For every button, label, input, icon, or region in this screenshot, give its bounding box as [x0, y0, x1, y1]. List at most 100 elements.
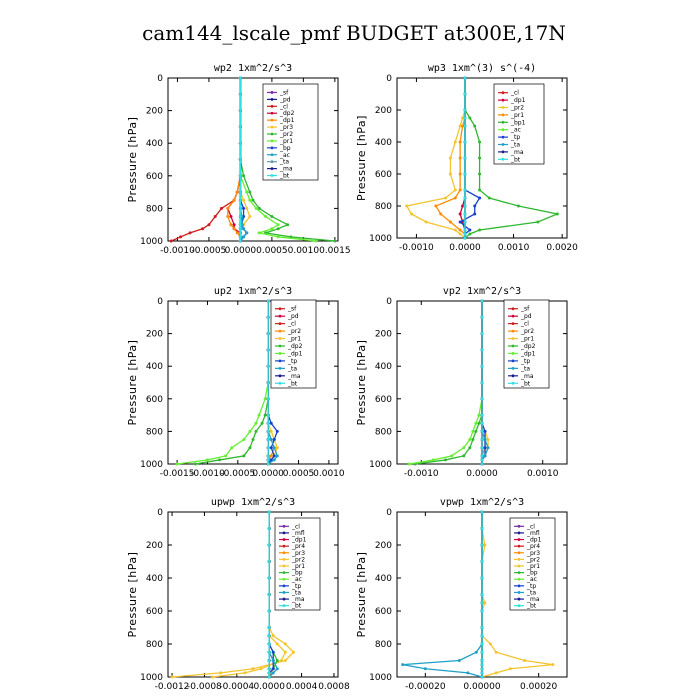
legend-marker: [278, 352, 282, 355]
panel-title: up2 1xm^2/s^3: [214, 286, 292, 297]
data-point: [410, 212, 414, 216]
y-tick-label: 200: [375, 106, 392, 116]
data-point: [266, 348, 270, 352]
legend-marker: [517, 531, 521, 535]
data-point: [333, 239, 337, 243]
data-point: [251, 198, 255, 202]
data-point: [444, 458, 448, 462]
legend-entry: _pr2: [279, 131, 293, 138]
data-point: [480, 601, 484, 605]
series-bt: [480, 510, 484, 679]
x-tick-label: 0.0010: [527, 469, 559, 479]
legend-entry: _ta: [291, 589, 301, 596]
data-point: [275, 454, 279, 458]
data-point: [238, 231, 242, 235]
legend-marker: [511, 322, 515, 326]
series-pr2: [405, 76, 467, 240]
legend-entry: _bp: [279, 145, 291, 152]
data-point: [271, 650, 275, 654]
y-tick-label: 1000: [369, 673, 392, 683]
legend-marker: [270, 139, 274, 143]
data-point: [480, 364, 484, 368]
y-tick-label: 400: [375, 362, 392, 372]
legend-entry: _dp1: [510, 97, 526, 104]
data-point: [480, 462, 484, 466]
legend-entry: _bt: [526, 603, 537, 610]
y-axis-label: Pressure [hPa]: [126, 340, 139, 426]
legend-entry: _pr3: [291, 550, 305, 557]
legend-box: [270, 299, 317, 389]
data-point: [263, 413, 267, 417]
legend-entry: _bp: [291, 570, 303, 577]
legend-entry: _ma: [287, 373, 301, 380]
data-point: [245, 231, 249, 235]
legend-entry: _cl: [526, 523, 535, 530]
y-axis-label: Pressure [hPa]: [126, 552, 139, 638]
legend-marker: [282, 571, 286, 575]
legend-marker: [270, 91, 274, 94]
legend-marker: [278, 366, 282, 370]
data-point: [463, 140, 467, 144]
series-bt: [480, 299, 484, 466]
y-tick-label: 1000: [369, 460, 392, 470]
data-point: [555, 212, 559, 216]
data-point: [272, 438, 276, 442]
legend-marker: [282, 551, 286, 555]
data-point: [275, 429, 279, 433]
data-point: [267, 510, 271, 514]
data-point: [248, 446, 252, 450]
data-point: [480, 438, 484, 442]
legend-marker: [270, 125, 274, 129]
legend: _sf_pd_cl_pr2_pr1_dp2_dp1_tp_ta_ma_bt: [503, 299, 550, 389]
legend-marker: [282, 584, 286, 588]
y-axis-label: Pressure [hPa]: [126, 117, 139, 203]
series-dp1: [175, 299, 270, 466]
legend-marker: [278, 314, 282, 318]
data-point: [478, 140, 482, 144]
y-tick-label: 0: [157, 74, 163, 84]
data-point: [266, 364, 270, 368]
data-point: [431, 458, 435, 462]
data-point: [271, 634, 275, 638]
data-point: [254, 206, 258, 210]
data-point: [480, 315, 484, 319]
data-point: [483, 429, 487, 433]
figure-title: cam144_lscale_pmf BUDGET at300E,17N: [142, 21, 566, 45]
legend-marker: [501, 143, 505, 146]
legend-marker: [511, 374, 515, 378]
x-tick-label: 0.00020: [520, 682, 557, 692]
data-point: [242, 198, 246, 202]
data-point: [480, 527, 484, 530]
y-tick-label: 400: [375, 138, 392, 148]
data-point: [238, 92, 242, 96]
plot-frame: [167, 77, 339, 242]
series-bt: [463, 76, 467, 240]
legend-entry: _pd: [287, 313, 299, 320]
x-tick-label: 0.00000: [463, 682, 500, 692]
legend-marker: [270, 118, 274, 122]
data-point: [269, 429, 273, 433]
data-point: [238, 239, 242, 243]
legend-marker: [517, 524, 521, 528]
panel-title: vp2 1xm^2/s^3: [443, 286, 521, 297]
legend-entry: _tp: [520, 358, 530, 365]
legend-entry: _bp: [526, 570, 538, 577]
y-tick-label: 200: [375, 330, 392, 340]
data-point: [269, 421, 273, 425]
series-dp2: [413, 299, 484, 466]
data-point: [238, 125, 242, 129]
data-point: [259, 667, 263, 671]
data-point: [439, 212, 443, 216]
data-point: [251, 667, 255, 671]
data-point: [480, 663, 484, 667]
data-point: [458, 156, 462, 160]
legend-marker: [501, 128, 505, 132]
legend-entry: _pr4: [526, 543, 540, 550]
data-point: [477, 421, 481, 425]
legend-entry: _cl: [291, 523, 300, 530]
legend-marker: [511, 366, 515, 370]
data-point: [423, 667, 427, 671]
data-point: [218, 458, 222, 462]
legend-entry: _pr2: [510, 105, 524, 112]
data-point: [462, 454, 466, 458]
